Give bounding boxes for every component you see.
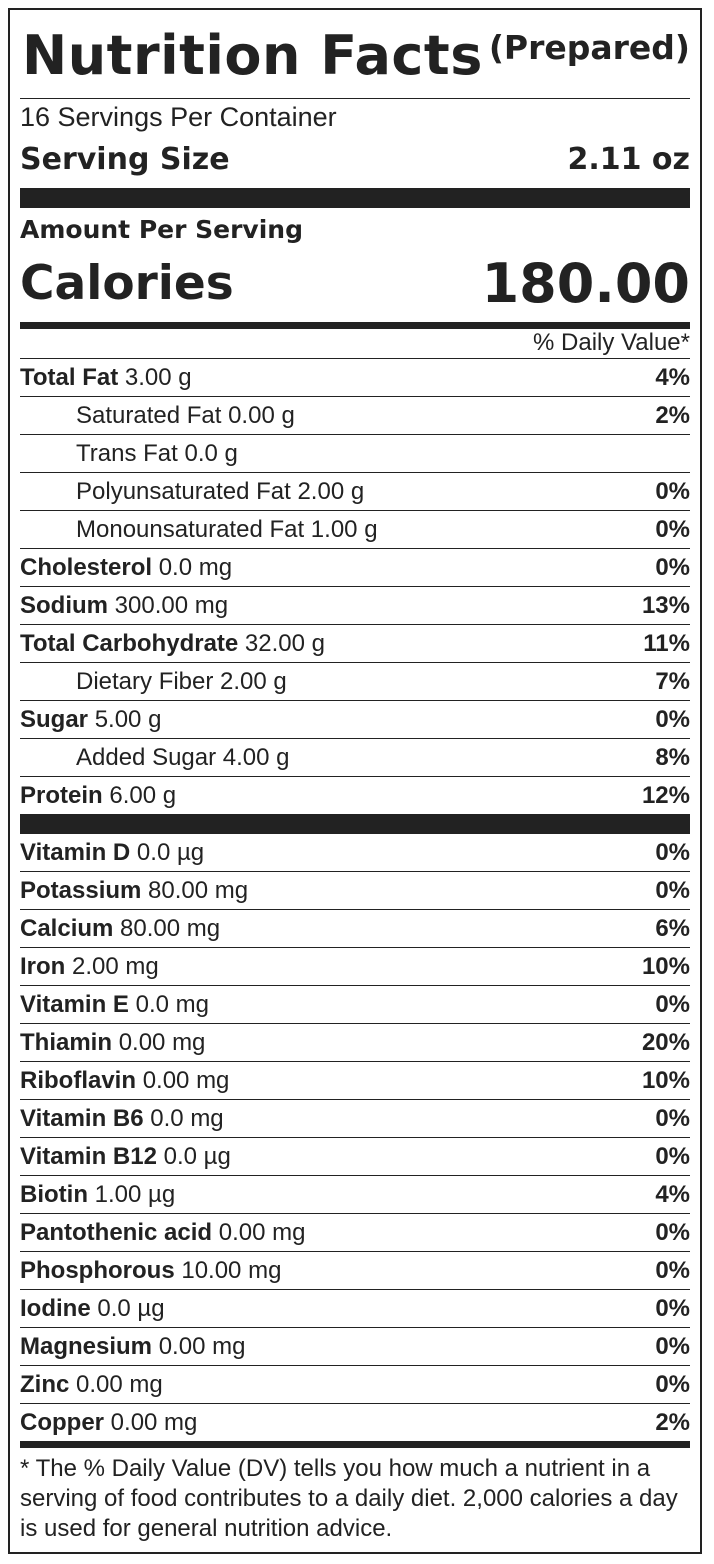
micronutrient-row: Copper 0.00 mg 2% [20,1404,690,1441]
label-subtitle: (Prepared) [488,28,690,67]
nutrient-row: Monounsaturated Fat 1.00 g 0% [20,511,690,549]
daily-value: 0% [655,1143,690,1170]
daily-value: 10% [641,1067,690,1094]
nutrient-row: Added Sugar 4.00 g 8% [20,739,690,777]
nutrient-row: Protein 6.00 g 12% [20,777,690,814]
daily-value: 10% [641,953,690,980]
micronutrient-row: Riboflavin 0.00 mg 10% [20,1062,690,1100]
micronutrient-row: Vitamin B12 0.0 µg 0% [20,1138,690,1176]
daily-value: 0% [655,516,690,543]
nutrient-row: Sodium 300.00 mg 13% [20,587,690,625]
medium-divider [20,322,690,329]
daily-value: 0% [655,1257,690,1284]
calories-label: Calories [20,256,234,311]
daily-value: 0% [655,1105,690,1132]
nutrient-row: Cholesterol 0.0 mg 0% [20,549,690,587]
nutrient-row: Total Carbohydrate 32.00 g 11% [20,625,690,663]
nutrient-row: Dietary Fiber 2.00 g 7% [20,663,690,701]
nutrient-row: Total Fat 3.00 g 4% [20,359,690,397]
micronutrient-row: Calcium 80.00 mg 6% [20,910,690,948]
title-row: Nutrition Facts (Prepared) [20,10,690,99]
daily-value: 6% [655,915,690,942]
nutrient-row: Trans Fat 0.0 g [20,435,690,473]
calories-value: 180.00 [481,252,690,315]
daily-value-header: % Daily Value* [20,329,690,359]
thick-divider [20,188,690,208]
nutrition-facts-label: Nutrition Facts (Prepared) 16 Servings P… [8,8,702,1554]
daily-value: 13% [641,592,690,619]
calories-row: Calories 180.00 [20,248,690,322]
micronutrient-row: Vitamin D 0.0 µg 0% [20,834,690,872]
daily-value: 8% [655,744,690,771]
footnote: * The % Daily Value (DV) tells you how m… [20,1455,678,1542]
nutrient-row: Saturated Fat 0.00 g 2% [20,397,690,435]
daily-value: 11% [643,630,690,657]
daily-value: 0% [655,1295,690,1322]
daily-value: 0% [655,478,690,505]
micronutrient-row: Zinc 0.00 mg 0% [20,1366,690,1404]
nutrient-row: Sugar 5.00 g 0% [20,701,690,739]
daily-value: 20% [641,1029,690,1056]
daily-value: 12% [641,782,690,809]
micronutrient-row: Potassium 80.00 mg 0% [20,872,690,910]
daily-value: 4% [655,1181,690,1208]
label-title: Nutrition Facts [22,24,483,87]
amount-per-serving: Amount Per Serving [20,215,303,244]
micronutrient-row: Biotin 1.00 µg 4% [20,1176,690,1214]
daily-value: 0% [655,706,690,733]
nutrient-row: Polyunsaturated Fat 2.00 g 0% [20,473,690,511]
daily-value: 0% [655,1219,690,1246]
micronutrient-row: Thiamin 0.00 mg 20% [20,1024,690,1062]
micronutrient-row: Magnesium 0.00 mg 0% [20,1328,690,1366]
daily-value: 0% [655,1333,690,1360]
daily-value: 0% [655,991,690,1018]
daily-value: 0% [655,877,690,904]
daily-value: 4% [655,364,690,391]
daily-value: 2% [655,402,690,429]
daily-value: 0% [655,554,690,581]
micronutrient-row: Vitamin E 0.0 mg 0% [20,986,690,1024]
daily-value: 0% [655,1371,690,1398]
thick-divider [20,814,690,834]
micronutrient-row: Vitamin B6 0.0 mg 0% [20,1100,690,1138]
daily-value: 2% [655,1409,690,1436]
servings-per-container: 16 Servings Per Container [20,102,337,132]
serving-size-value: 2.11 oz [567,142,690,177]
daily-value: 7% [655,668,690,695]
medium-divider [20,1441,690,1448]
micronutrient-row: Iodine 0.0 µg 0% [20,1290,690,1328]
daily-value: 0% [655,839,690,866]
serving-size-label: Serving Size [20,142,230,177]
serving-size-row: Serving Size 2.11 oz [20,134,690,188]
micronutrient-row: Iron 2.00 mg 10% [20,948,690,986]
micronutrient-row: Phosphorous 10.00 mg 0% [20,1252,690,1290]
micronutrient-row: Pantothenic acid 0.00 mg 0% [20,1214,690,1252]
